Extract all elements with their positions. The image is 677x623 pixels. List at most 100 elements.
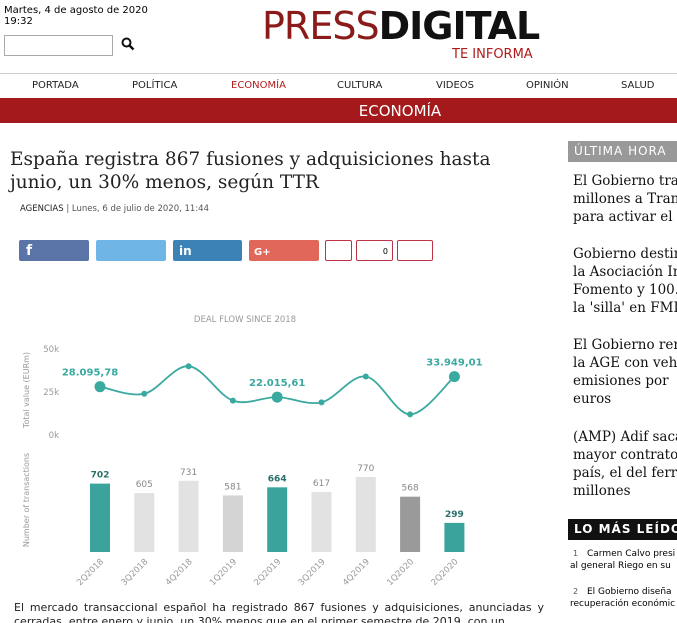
- mail-button[interactable]: [397, 240, 433, 261]
- byline: AGENCIAS | Lunes, 6 de julio de 2020, 11…: [20, 204, 209, 214]
- rank: 2: [573, 587, 579, 596]
- point-label: 28.095,78: [62, 368, 118, 379]
- share-linkedin[interactable]: in: [173, 240, 242, 261]
- x-tick-label: 4Q2018: [164, 557, 195, 588]
- headline-line: mayor contrato: [573, 447, 677, 463]
- share-twitter[interactable]: [96, 240, 166, 261]
- nav-item[interactable]: PORTADA: [32, 80, 79, 91]
- rank: 1: [573, 549, 579, 558]
- x-tick-label: 4Q2019: [341, 557, 372, 588]
- most-read-line: El Gobierno diseña: [587, 587, 672, 597]
- print-button[interactable]: [325, 240, 352, 261]
- most-read-header: [568, 519, 677, 540]
- point: [318, 399, 325, 406]
- logo[interactable]: PRESSDIGITAL: [262, 4, 541, 48]
- logo-press: PRESS: [262, 4, 380, 48]
- point: [271, 391, 283, 403]
- most-read-line: Carmen Calvo presi: [587, 549, 676, 559]
- most-read-line: al general Riego en su: [570, 561, 671, 571]
- search-icon[interactable]: [121, 37, 135, 51]
- date-line: | Lunes, 6 de julio de 2020, 11:44: [63, 204, 209, 214]
- headline-line: millones a Tran: [573, 191, 677, 207]
- headline-line: millones: [573, 483, 631, 499]
- point: [141, 390, 148, 397]
- bar: [134, 493, 155, 552]
- chart: DEAL FLOW SINCE 2018 Total value (EURm) Nu…: [22, 315, 483, 588]
- section-title: ECONOMÍA: [358, 102, 442, 120]
- headline-line: la AGE con veh: [573, 355, 677, 371]
- bar: [355, 477, 376, 552]
- bar: [267, 487, 288, 552]
- x-tick-label: 2Q2020: [430, 557, 461, 588]
- bar-label: 617: [313, 479, 330, 489]
- nav-item[interactable]: VIDEOS: [436, 80, 475, 91]
- bar-label: 568: [402, 484, 419, 494]
- bar-label: 299: [445, 510, 464, 520]
- headline-line: Gobierno destin: [573, 246, 677, 262]
- headline-line: la 'silla' en FMI: [573, 300, 677, 316]
- x-tick-label: 2Q2018: [75, 557, 106, 588]
- latest-header: [568, 141, 677, 162]
- x-tick-label: 1Q2020: [385, 557, 416, 588]
- share-facebook[interactable]: f: [19, 240, 89, 261]
- tagline: TE INFORMA: [452, 47, 533, 62]
- point: [362, 373, 369, 380]
- most-read-line: recuperación económic: [570, 599, 676, 609]
- nav-item[interactable]: OPINIÓN: [526, 80, 569, 91]
- x-tick-label: 2Q2019: [252, 557, 283, 588]
- headline-line: país, el del ferr: [573, 465, 677, 481]
- nav-item[interactable]: ECONOMÍA: [231, 80, 286, 91]
- point: [448, 371, 460, 383]
- x-tick-label: 3Q2018: [119, 557, 150, 588]
- line: [99, 365, 456, 416]
- bar-label: 581: [224, 482, 241, 492]
- article-body: El mercado transaccional español ha regi…: [14, 601, 544, 623]
- point-label: 33.949,01: [426, 358, 482, 369]
- y2-axis-label: Number of transactions: [22, 453, 31, 547]
- point: [229, 397, 236, 404]
- headline-line: la Asociación In: [573, 264, 677, 280]
- headline-line: El Gobierno tran: [573, 173, 677, 189]
- bar-label: 664: [268, 474, 287, 484]
- time: 19:32: [4, 16, 33, 27]
- share-google[interactable]: G+: [249, 240, 319, 261]
- headline-line: emisiones por: [573, 373, 669, 389]
- comments-button[interactable]: 0: [356, 240, 393, 261]
- bar-label: 731: [180, 468, 197, 478]
- bar-label: 702: [91, 471, 110, 481]
- point: [407, 411, 414, 418]
- y-tick-label: 50k: [43, 345, 59, 355]
- date: Martes, 4 de agosto de 2020: [4, 5, 148, 16]
- nav-item[interactable]: POLÍTICA: [132, 80, 178, 91]
- bar: [311, 491, 332, 552]
- headline-line: euros: [573, 391, 612, 407]
- x-tick-label: 1Q2019: [208, 557, 239, 588]
- source: AGENCIAS: [20, 204, 64, 214]
- most-read-title: LO MÁS LEÍDO: [574, 522, 677, 536]
- bar-label: 770: [357, 464, 374, 474]
- y-tick-label: 0k: [49, 431, 59, 441]
- logo-digital: DIGITAL: [378, 4, 541, 48]
- y-axis-label: Total value (EURm): [22, 352, 31, 429]
- nav-item[interactable]: CULTURA: [337, 80, 383, 91]
- section-band: [0, 98, 677, 123]
- y-tick-label: 25k: [43, 388, 59, 398]
- point: [94, 381, 106, 393]
- chart-title: DEAL FLOW SINCE 2018: [194, 315, 296, 325]
- article-title: España registra 867 fusiones y adquisici…: [10, 149, 491, 193]
- bar: [222, 495, 243, 552]
- headline-line: Fomento y 100.: [573, 282, 677, 298]
- point-label: 22.015,61: [249, 378, 305, 389]
- divider: [0, 73, 677, 74]
- headline-line: (AMP) Adif saca: [573, 429, 677, 445]
- bar-label: 605: [136, 480, 153, 490]
- nav-item[interactable]: SALUD: [621, 80, 655, 91]
- headline-line: El Gobierno ren: [573, 337, 677, 353]
- bar: [400, 496, 421, 552]
- point: [185, 363, 192, 370]
- headline-line: para activar el: [573, 209, 673, 225]
- search-box[interactable]: [4, 35, 113, 56]
- bar: [90, 483, 110, 552]
- bar: [178, 480, 199, 552]
